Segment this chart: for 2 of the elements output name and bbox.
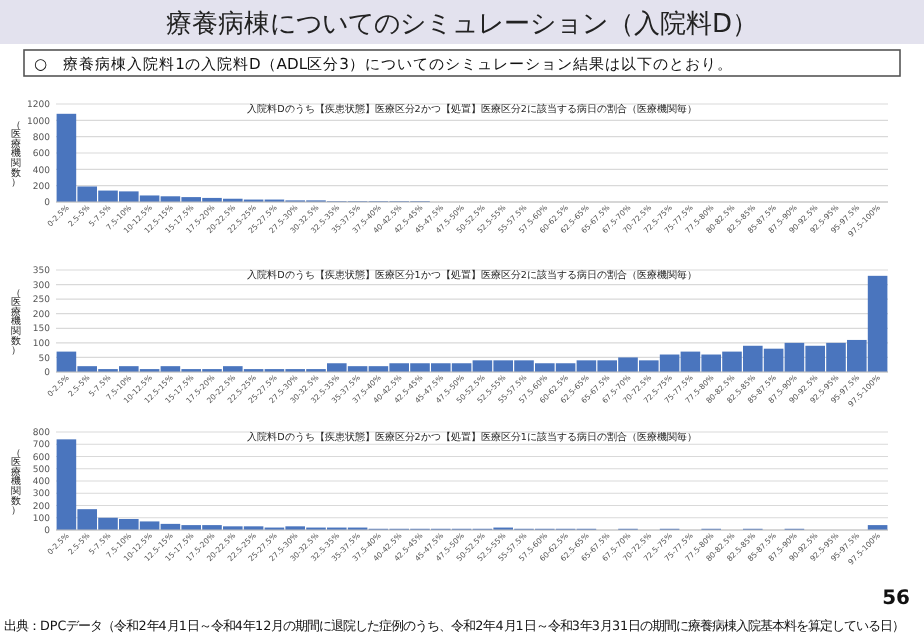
text: 56	[882, 588, 911, 610]
text: 療養病棟についてのシミュレーション（入院料D）	[165, 10, 759, 40]
